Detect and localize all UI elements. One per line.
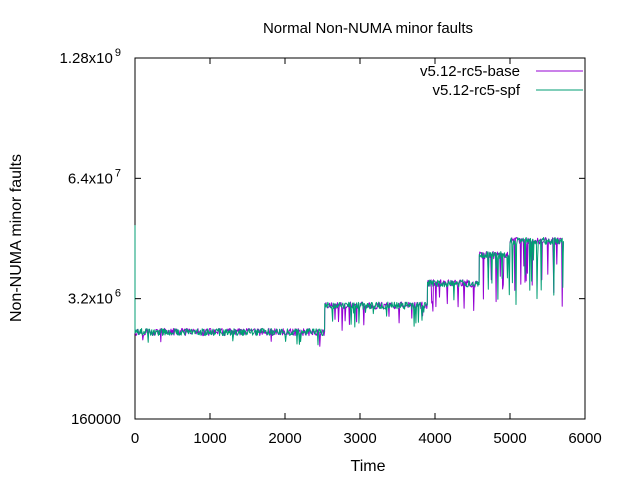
y-tick-label: 160000 (71, 411, 121, 428)
x-tick-label: 0 (131, 430, 139, 447)
series-line-spf (134, 225, 564, 346)
series-layer (134, 225, 564, 347)
chart-title: Normal Non-NUMA minor faults (263, 20, 473, 37)
x-tick-label: 3000 (343, 430, 376, 447)
y-tick-mantissa: 160000 (71, 411, 121, 428)
y-tick-mantissa: 6.4x10 (68, 170, 113, 187)
x-tick-label: 2000 (268, 430, 301, 447)
y-tick-exponent: 6 (115, 288, 121, 300)
x-tick-label: 6000 (568, 430, 601, 447)
legend-label-base: v5.12-rc5-base (420, 63, 520, 80)
y-tick-exponent: 9 (115, 47, 121, 59)
y-tick-label: 3.2x10 6 (68, 288, 121, 308)
legend: v5.12-rc5-base v5.12-rc5-spf (420, 63, 583, 99)
x-axis-label: Time (351, 458, 386, 475)
y-tick-label: 6.4x10 7 (68, 167, 121, 187)
y-axis-label: Non-NUMA minor faults (8, 154, 25, 322)
y-tick-label: 1.28x10 9 (59, 47, 121, 67)
y-tick-mantissa: 3.2x10 (68, 291, 113, 308)
y-tick-mantissa: 1.28x10 (59, 50, 112, 67)
x-tick-label: 1000 (193, 430, 226, 447)
x-tick-label: 5000 (493, 430, 526, 447)
y-tick-exponent: 7 (115, 167, 121, 179)
tick-layer: 0 1000 2000 3000 4000 5000 6000 160000 3.2x10 6 6.… (59, 47, 601, 447)
x-tick-label: 4000 (418, 430, 451, 447)
legend-label-spf: v5.12-rc5-spf (432, 82, 520, 99)
